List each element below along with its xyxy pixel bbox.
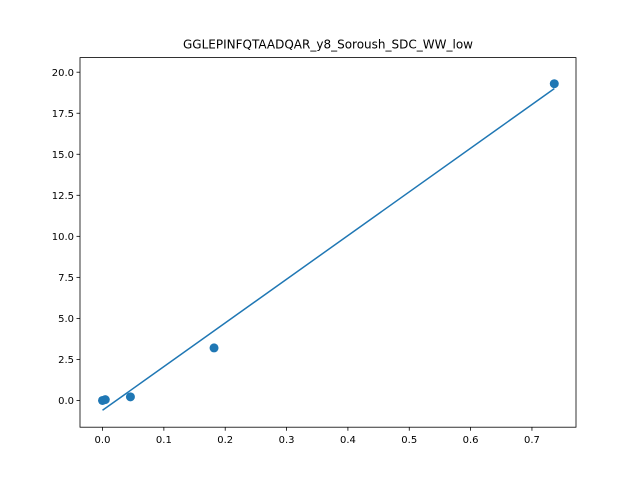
y-tick-label: 20.0 <box>52 68 74 79</box>
x-tick-label: 0.3 <box>279 435 295 446</box>
axes-frame <box>79 57 577 428</box>
x-tick-label: 0.5 <box>401 435 417 446</box>
y-tick-label: 0.0 <box>58 396 74 407</box>
y-tick-label: 17.5 <box>52 109 74 120</box>
x-axis: 0.0 0.1 0.2 0.3 0.4 0.5 0.6 0.7 <box>95 427 540 446</box>
chart-title: GGLEPINFQTAADQAR_y8_Soroush_SDC_WW_low <box>183 38 473 52</box>
x-tick-label: 0.7 <box>524 435 540 446</box>
y-tick-label: 10.0 <box>52 232 74 243</box>
data-point <box>125 392 135 402</box>
x-tick-label: 0.0 <box>95 435 111 446</box>
x-tick-label: 0.6 <box>463 435 479 446</box>
y-tick-label: 12.5 <box>52 191 74 202</box>
y-tick-label: 15.0 <box>52 150 74 161</box>
x-tick-label: 0.1 <box>156 435 172 446</box>
data-point <box>100 395 110 405</box>
data-point <box>209 343 219 353</box>
plot-area <box>98 79 559 411</box>
fit-line <box>102 88 555 411</box>
y-axis: 0.0 2.5 5.0 7.5 10.0 12.5 15.0 17.5 20.0 <box>52 68 80 407</box>
y-tick-label: 2.5 <box>58 355 74 366</box>
y-tick-label: 7.5 <box>58 273 74 284</box>
y-tick-label: 5.0 <box>58 314 74 325</box>
x-tick-label: 0.4 <box>340 435 356 446</box>
data-point <box>549 79 559 89</box>
x-tick-label: 0.2 <box>217 435 233 446</box>
